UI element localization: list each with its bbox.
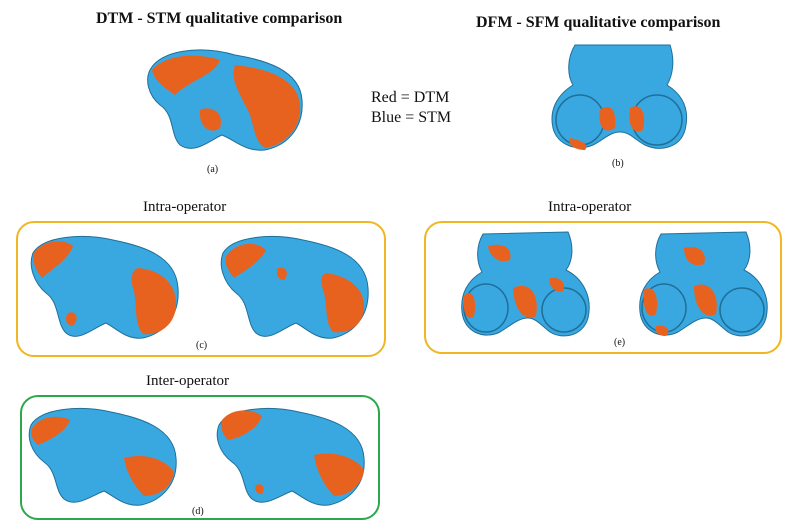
talus-model-c2: [220, 236, 369, 339]
caption-c: (c): [196, 340, 208, 351]
title-dtm-stm: DTM - STM qualitative comparison: [96, 10, 343, 27]
legend-blue: Blue = STM: [371, 109, 452, 126]
femur-model-e2: [639, 231, 768, 337]
label-inter-operator: Inter-operator: [146, 373, 229, 389]
intra-operator-frame-left: [16, 221, 386, 357]
caption-b: (b): [612, 158, 624, 169]
legend-red: Red = DTM: [371, 89, 450, 106]
caption-a: (a): [207, 164, 219, 175]
caption-e: (e): [614, 337, 626, 348]
label-intra-operator-right: Intra-operator: [548, 199, 632, 215]
femur-model-e1: [461, 231, 590, 337]
legend: Red = DTM Blue = STM: [371, 88, 451, 128]
talus-model-d2: [216, 408, 365, 506]
inter-operator-frame: [20, 395, 380, 520]
title-dfm-sfm: DFM - SFM qualitative comparison: [476, 14, 721, 31]
label-intra-operator-left: Intra-operator: [143, 199, 227, 215]
femur-model-b: [551, 44, 688, 150]
caption-d: (d): [192, 506, 204, 517]
talus-model-c1: [30, 236, 179, 339]
intra-operator-frame-right: [424, 221, 782, 354]
talus-model-a: [147, 49, 303, 151]
talus-model-d1: [28, 408, 177, 506]
